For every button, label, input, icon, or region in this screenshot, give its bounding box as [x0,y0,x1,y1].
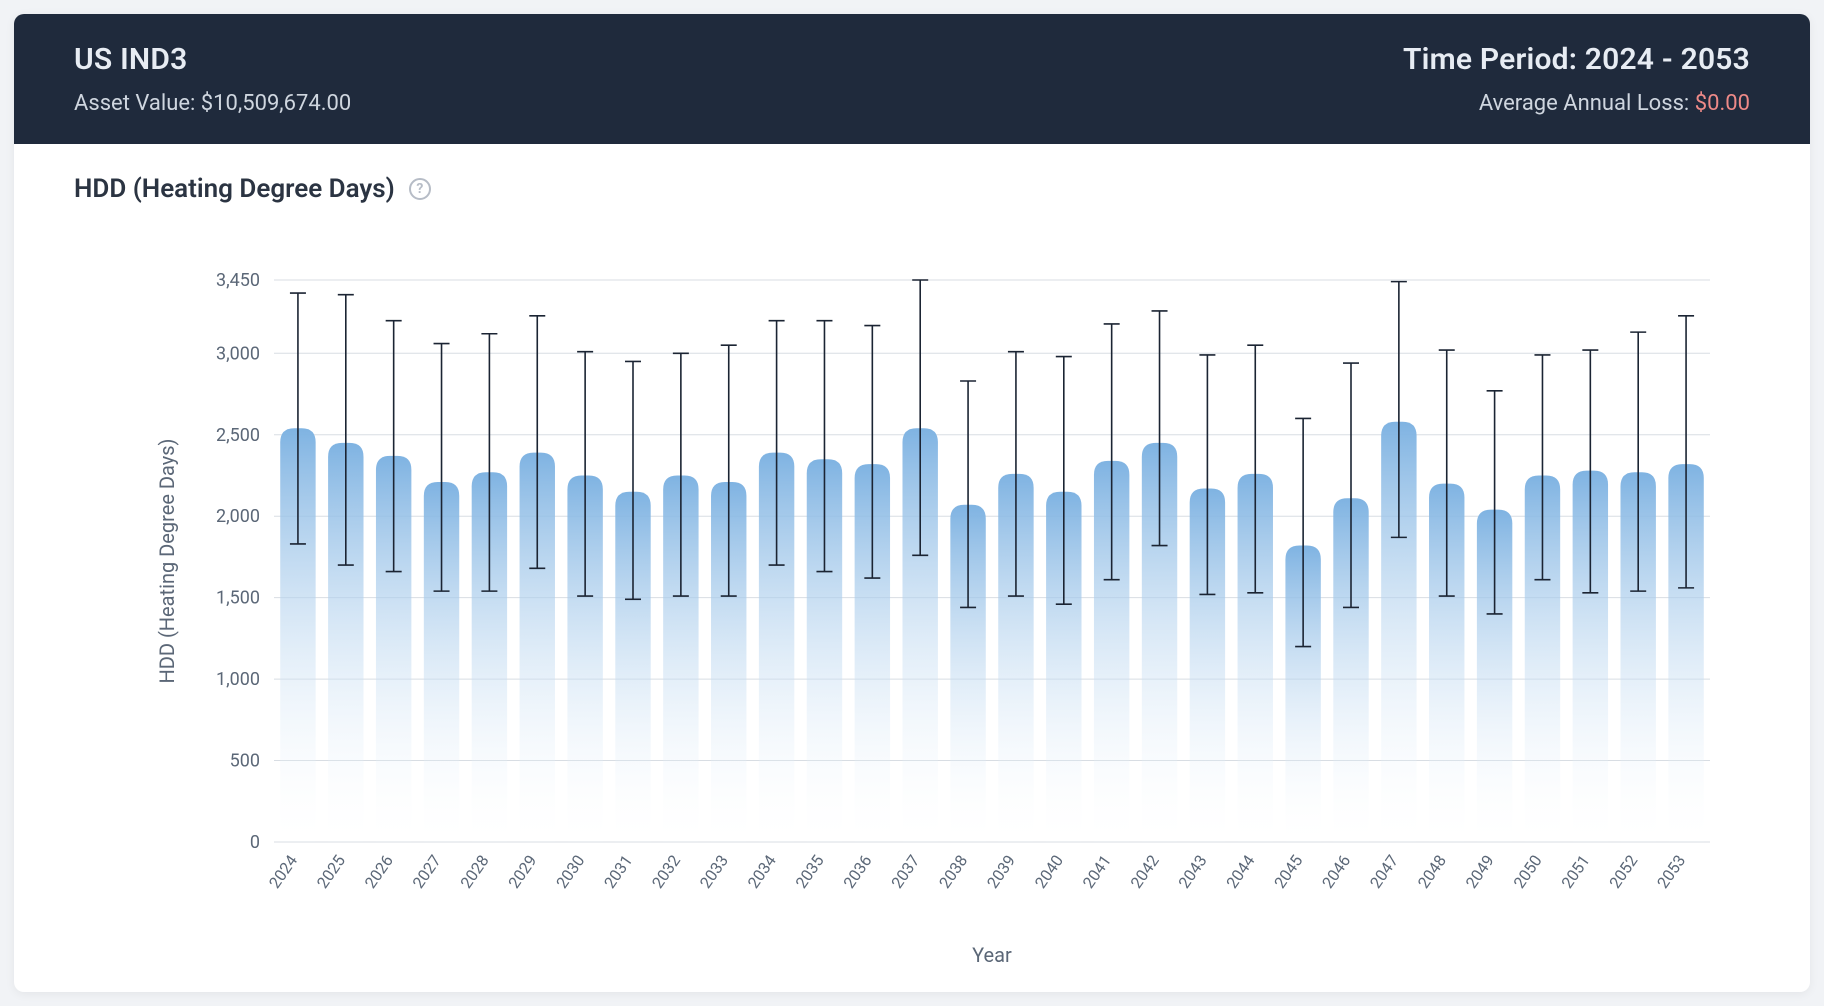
svg-text:2034: 2034 [744,851,780,891]
svg-text:0: 0 [250,832,260,853]
svg-text:2047: 2047 [1366,851,1402,891]
svg-text:3,450: 3,450 [216,270,260,291]
svg-text:2025: 2025 [313,851,349,891]
svg-text:2049: 2049 [1462,851,1498,891]
svg-text:Year: Year [972,943,1012,967]
svg-text:2026: 2026 [361,851,397,891]
svg-text:2028: 2028 [456,851,492,891]
avg-annual-loss: Average Annual Loss: $0.00 [1479,91,1750,116]
svg-text:2027: 2027 [409,851,445,891]
time-period-value: 2024 - 2053 [1585,42,1750,77]
svg-text:2029: 2029 [504,851,540,891]
svg-text:2,000: 2,000 [216,506,260,527]
svg-text:2033: 2033 [696,851,732,891]
svg-text:2035: 2035 [792,851,828,891]
svg-text:3,000: 3,000 [216,343,260,364]
svg-text:2031: 2031 [600,851,636,891]
asset-value-label: Asset Value: [74,91,201,116]
asset-name: US IND3 [74,42,351,77]
svg-text:2050: 2050 [1510,851,1546,891]
svg-text:2024: 2024 [265,851,301,891]
avg-annual-loss-value: $0.00 [1695,91,1750,116]
chart-svg: 0 500 1,000 1,500 2,000 2,500 3,000 3,450 2024 20… [74,210,1750,982]
svg-text:2040: 2040 [1031,851,1067,891]
svg-text:2043: 2043 [1174,851,1210,891]
svg-text:2052: 2052 [1605,851,1641,891]
report-card: US IND3 Asset Value: $10,509,674.00 Time… [14,14,1810,992]
svg-text:2038: 2038 [935,851,971,891]
time-period: Time Period: 2024 - 2053 [1403,42,1750,77]
svg-text:1,500: 1,500 [216,588,260,609]
svg-text:2,500: 2,500 [216,425,260,446]
svg-text:2036: 2036 [839,851,875,891]
svg-text:2030: 2030 [552,851,588,891]
svg-text:2051: 2051 [1557,851,1593,891]
svg-text:500: 500 [230,751,260,772]
svg-text:2037: 2037 [887,851,923,891]
asset-value: Asset Value: $10,509,674.00 [74,91,351,116]
help-icon[interactable]: ? [409,178,431,200]
svg-text:2045: 2045 [1270,851,1306,891]
svg-text:2048: 2048 [1414,851,1450,891]
svg-text:2053: 2053 [1653,851,1689,891]
avg-annual-loss-label: Average Annual Loss: [1479,91,1695,116]
svg-text:2039: 2039 [983,851,1019,891]
chart-title: HDD (Heating Degree Days) [74,174,395,204]
asset-value-amount: $10,509,674.00 [201,91,351,116]
svg-text:2032: 2032 [648,851,684,891]
svg-text:2046: 2046 [1318,851,1354,891]
svg-text:2044: 2044 [1222,851,1258,891]
card-body: HDD (Heating Degree Days) ? 0 500 1,000 1,5… [14,144,1810,992]
hdd-chart: 0 500 1,000 1,500 2,000 2,500 3,000 3,450 2024 20… [74,210,1750,982]
svg-text:2041: 2041 [1079,851,1115,891]
card-header: US IND3 Asset Value: $10,509,674.00 Time… [14,14,1810,144]
svg-text:1,000: 1,000 [216,669,260,690]
svg-text:2042: 2042 [1127,851,1163,891]
svg-text:HDD (Heating Degree Days): HDD (Heating Degree Days) [155,438,179,683]
time-period-label: Time Period: [1403,42,1585,77]
